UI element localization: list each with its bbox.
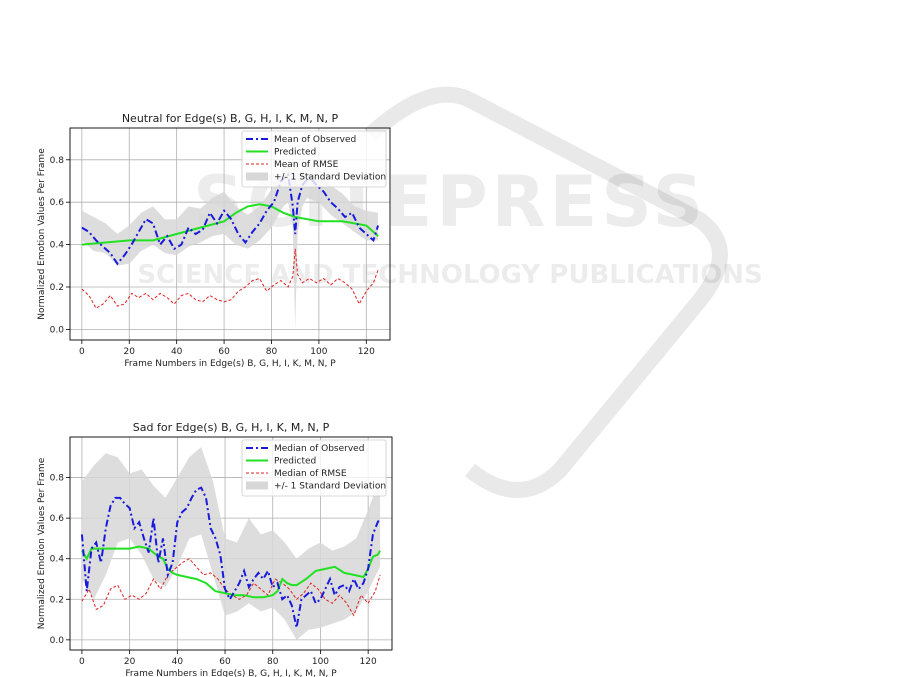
x-tick-label: 100 — [312, 657, 329, 667]
mean-of-observed-line — [81, 172, 380, 266]
x-tick-label: 60 — [219, 657, 231, 667]
plot-area — [80, 447, 381, 640]
y-tick-label: 0.8 — [50, 156, 65, 166]
x-tick-label: 40 — [172, 657, 184, 667]
mean-of-rmse-line — [81, 248, 379, 309]
legend-label: Predicted — [274, 457, 316, 467]
chart-title: Sad for Edge(s) B, G, H, I, K, M, N, P — [133, 421, 330, 434]
y-tick-label: 0.4 — [50, 241, 65, 251]
y-tick-label: 0.6 — [50, 514, 65, 524]
x-axis-label: Frame Numbers in Edge(s) B, G, H, I, K, … — [124, 359, 336, 369]
legend-label: Median of Observed — [274, 444, 364, 454]
axes-frame — [69, 127, 391, 341]
y-tick-label: 0.0 — [50, 636, 65, 646]
x-tick-label: 120 — [358, 347, 375, 357]
legend-swatch-std-deviation — [246, 481, 268, 490]
axes-frame — [69, 436, 393, 651]
legend-label: +/- 1 Standard Deviation — [274, 482, 386, 492]
legend-label: Mean of RMSE — [274, 160, 339, 170]
median-of-observed-line — [80, 486, 381, 628]
x-tick-label: 80 — [266, 347, 278, 357]
x-tick-label: 60 — [218, 347, 230, 357]
y-tick-label: 0.6 — [50, 198, 65, 208]
legend-label: +/- 1 Standard Deviation — [274, 173, 386, 183]
legend-box — [241, 130, 387, 188]
legend-label: Predicted — [274, 148, 316, 158]
predicted-line — [81, 203, 379, 246]
x-axis-label: Frame Numbers in Edge(s) B, G, H, I, K, … — [125, 669, 337, 677]
y-tick-label: 0.8 — [50, 474, 65, 484]
predicted-line — [81, 545, 381, 599]
y-axis-label: Normalized Emotion Values Per Frame — [37, 148, 47, 320]
x-tick-label: 0 — [79, 347, 85, 357]
x-tick-label: 40 — [171, 347, 183, 357]
x-tick-label: 80 — [267, 657, 279, 667]
legend-label: Median of RMSE — [274, 469, 347, 479]
median-of-rmse-line — [81, 558, 381, 617]
std-deviation-band — [81, 447, 381, 640]
x-tick-label: 0 — [79, 657, 85, 667]
x-tick-label: 20 — [124, 347, 136, 357]
legend-box — [241, 439, 387, 497]
chart-title: Neutral for Edge(s) B, G, H, I, K, M, N,… — [122, 112, 339, 125]
legend-swatch-std-deviation — [246, 172, 268, 181]
y-tick-label: 0.4 — [50, 555, 65, 565]
y-tick-label: 0.2 — [50, 595, 64, 605]
x-tick-label: 120 — [360, 657, 377, 667]
y-axis-label: Normalized Emotion Values Per Frame — [37, 457, 47, 629]
svg-text:SCIENCE AND TECHNOLOGY PUBLICA: SCIENCE AND TECHNOLOGY PUBLICATIONS — [137, 260, 762, 290]
legend-label: Mean of Observed — [274, 135, 356, 145]
x-tick-label: 100 — [310, 347, 327, 357]
x-tick-label: 20 — [124, 657, 136, 667]
y-tick-label: 0.0 — [50, 325, 65, 335]
y-tick-label: 0.2 — [50, 283, 64, 293]
